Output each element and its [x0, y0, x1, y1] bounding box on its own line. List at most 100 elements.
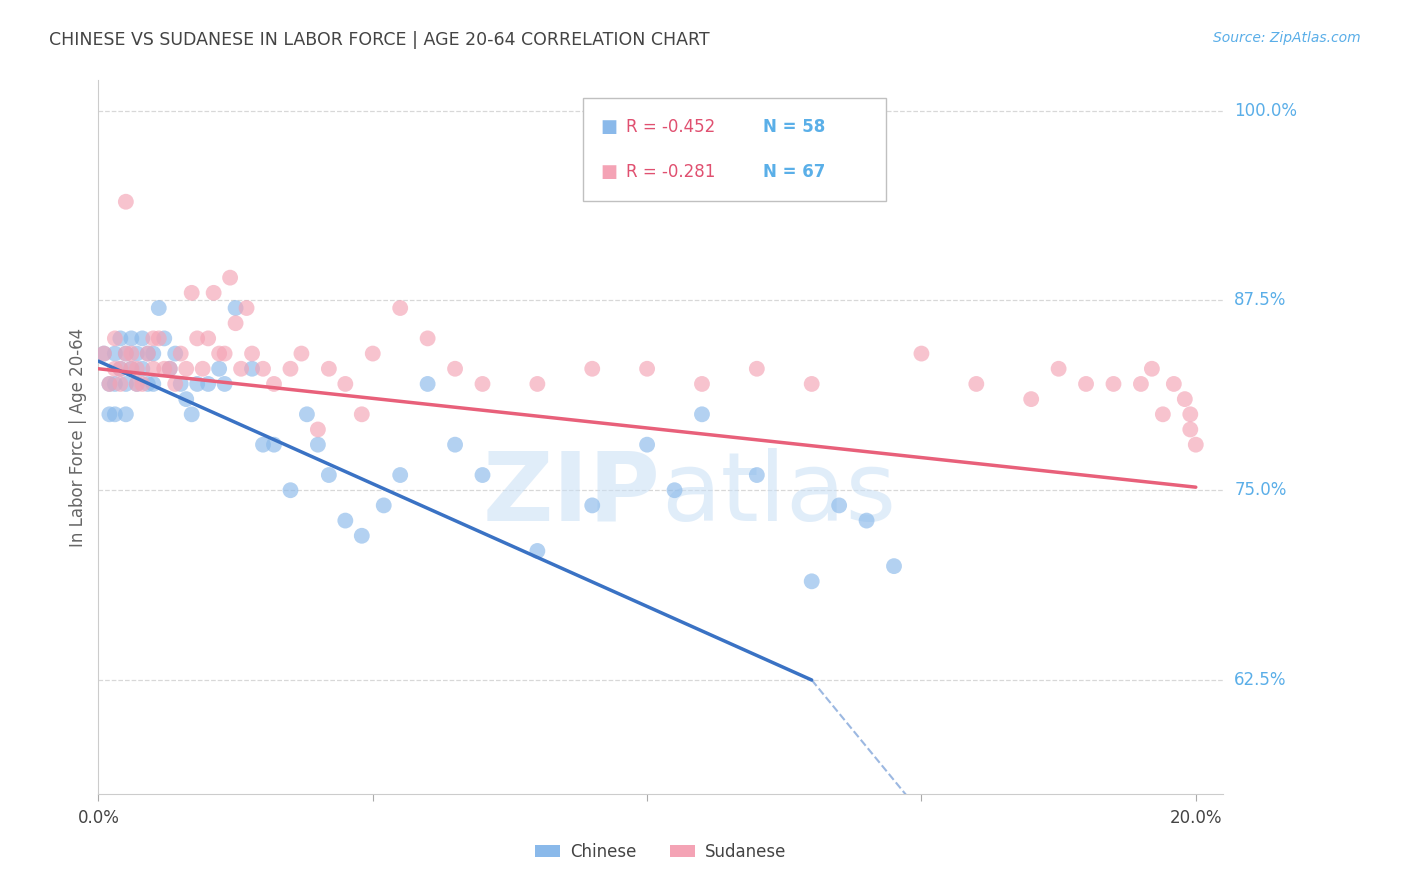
- Text: CHINESE VS SUDANESE IN LABOR FORCE | AGE 20-64 CORRELATION CHART: CHINESE VS SUDANESE IN LABOR FORCE | AGE…: [49, 31, 710, 49]
- Point: [636, 361, 658, 376]
- Point: [471, 468, 494, 483]
- Point: [855, 514, 877, 528]
- Point: [153, 331, 176, 345]
- Point: [170, 346, 193, 360]
- Point: [636, 438, 658, 452]
- Point: [186, 331, 208, 345]
- Point: [252, 438, 274, 452]
- Text: 62.5%: 62.5%: [1234, 671, 1286, 689]
- Text: R = -0.281: R = -0.281: [626, 163, 716, 181]
- Point: [1129, 376, 1152, 391]
- Point: [110, 376, 132, 391]
- Point: [225, 316, 247, 330]
- Point: [115, 346, 138, 360]
- Point: [104, 331, 127, 345]
- Point: [110, 361, 132, 376]
- Point: [136, 376, 159, 391]
- Point: [416, 376, 439, 391]
- Point: [444, 438, 467, 452]
- Point: [104, 346, 127, 360]
- Point: [910, 346, 932, 360]
- Point: [165, 346, 187, 360]
- Y-axis label: In Labor Force | Age 20-64: In Labor Force | Age 20-64: [69, 327, 87, 547]
- Point: [690, 407, 713, 421]
- Point: [1074, 376, 1097, 391]
- Point: [263, 438, 285, 452]
- Point: [389, 468, 412, 483]
- Point: [197, 376, 219, 391]
- Point: [664, 483, 686, 498]
- Text: ZIP: ZIP: [482, 448, 661, 541]
- Point: [883, 559, 905, 574]
- Point: [214, 376, 236, 391]
- Text: N = 67: N = 67: [763, 163, 825, 181]
- Point: [202, 285, 225, 300]
- Point: [104, 361, 127, 376]
- Text: 87.5%: 87.5%: [1234, 292, 1286, 310]
- Point: [240, 361, 263, 376]
- Point: [252, 361, 274, 376]
- Point: [186, 376, 208, 391]
- Point: [280, 361, 302, 376]
- Point: [98, 376, 121, 391]
- Point: [148, 331, 170, 345]
- Point: [1180, 407, 1202, 421]
- Point: [125, 346, 148, 360]
- Point: [93, 346, 115, 360]
- Point: [965, 376, 987, 391]
- Text: 75.0%: 75.0%: [1234, 481, 1286, 500]
- Point: [110, 331, 132, 345]
- Point: [526, 544, 548, 558]
- Point: [159, 361, 181, 376]
- Point: [125, 376, 148, 391]
- Point: [318, 361, 340, 376]
- Point: [115, 407, 138, 421]
- Point: [318, 468, 340, 483]
- Point: [416, 331, 439, 345]
- Point: [131, 331, 153, 345]
- Point: [229, 361, 252, 376]
- Point: [295, 407, 318, 421]
- Point: [120, 331, 142, 345]
- Point: [235, 301, 257, 315]
- Point: [1140, 361, 1163, 376]
- Point: [581, 499, 603, 513]
- Point: [1174, 392, 1197, 406]
- Point: [136, 346, 159, 360]
- Point: [290, 346, 312, 360]
- Point: [800, 376, 823, 391]
- Point: [1180, 422, 1202, 436]
- Point: [148, 301, 170, 315]
- Point: [180, 285, 202, 300]
- Point: [125, 361, 148, 376]
- Point: [170, 376, 193, 391]
- Point: [1019, 392, 1042, 406]
- Point: [263, 376, 285, 391]
- Point: [444, 361, 467, 376]
- Point: [389, 301, 412, 315]
- Point: [174, 361, 197, 376]
- Point: [745, 361, 768, 376]
- Point: [142, 331, 165, 345]
- Text: Source: ZipAtlas.com: Source: ZipAtlas.com: [1213, 31, 1361, 45]
- Point: [214, 346, 236, 360]
- Legend: Chinese, Sudanese: Chinese, Sudanese: [529, 837, 793, 868]
- Point: [1163, 376, 1185, 391]
- Point: [280, 483, 302, 498]
- Point: [120, 361, 142, 376]
- Point: [104, 407, 127, 421]
- Point: [142, 361, 165, 376]
- Point: [350, 407, 373, 421]
- Point: [153, 361, 176, 376]
- Point: [240, 346, 263, 360]
- Point: [104, 376, 127, 391]
- Point: [120, 361, 142, 376]
- Point: [142, 376, 165, 391]
- Point: [471, 376, 494, 391]
- Point: [174, 392, 197, 406]
- Point: [180, 407, 202, 421]
- Point: [115, 194, 138, 209]
- Text: R = -0.452: R = -0.452: [626, 118, 714, 136]
- Text: ■: ■: [600, 118, 617, 136]
- Point: [745, 468, 768, 483]
